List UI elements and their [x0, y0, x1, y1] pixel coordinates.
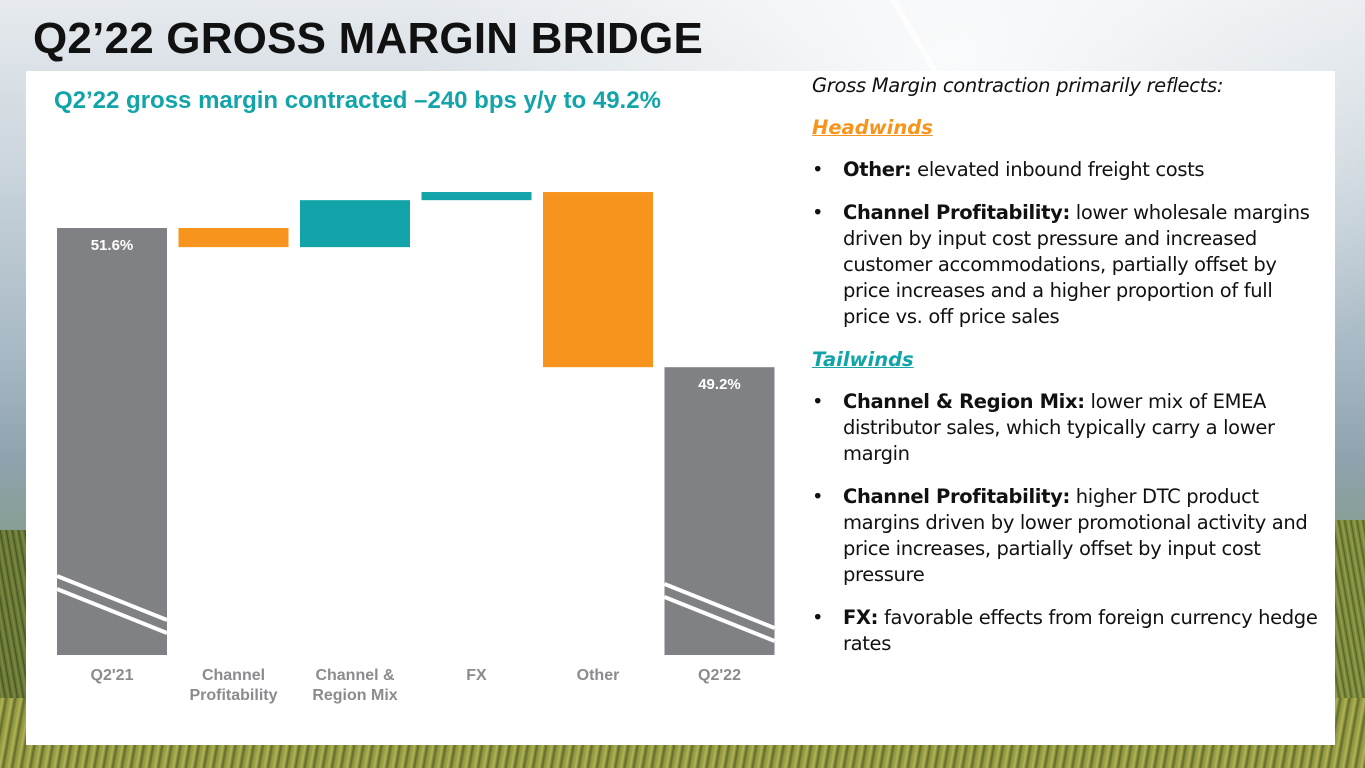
bar-value-label: 49.2%	[698, 376, 741, 393]
headwinds-heading: Headwinds	[812, 116, 933, 139]
bullet-icon: •	[812, 158, 824, 181]
bullet-icon: •	[812, 390, 824, 413]
tailwinds-list: • Channel & Region Mix: lower mix of EME…	[812, 389, 1322, 657]
waterfall-chart: 51.6% Q2'21 Channel Profitability Channel & R…	[56, 192, 776, 704]
bullet-icon: •	[812, 485, 824, 508]
bullet-icon: •	[812, 201, 824, 224]
axis-break-line	[663, 595, 776, 643]
axis-break-line	[56, 574, 168, 622]
commentary: Gross Margin contraction primarily refle…	[812, 73, 1322, 674]
chart-subtitle: Q2’22 gross margin contracted –240 bps y…	[54, 87, 661, 114]
tailwind-item-text: lower mix of EMEA distributor sales, whi…	[843, 390, 1275, 465]
bar-total-q2-21	[57, 228, 167, 655]
bullet-icon: •	[812, 606, 824, 629]
category-label: Q2'22	[698, 667, 741, 684]
headwind-item-label: Other:	[843, 158, 912, 181]
commentary-intro: Gross Margin contraction primarily refle…	[812, 74, 1224, 97]
category-label: Channel	[202, 667, 265, 684]
tailwinds-heading: Tailwinds	[812, 348, 914, 371]
content-panel: 51.6% Q2'21 Channel Profitability Channel & R…	[26, 71, 1335, 745]
tailwind-item-text: higher DTC product margins driven by low…	[843, 485, 1308, 586]
tailwind-item-channel-profitability: • Channel Profitability: higher DTC prod…	[812, 484, 1322, 588]
bar-total-q2-22	[664, 367, 775, 655]
category-label: FX	[466, 667, 487, 684]
tailwind-item-channel-region-mix: • Channel & Region Mix: lower mix of EME…	[812, 389, 1322, 467]
headwind-item-text: elevated inbound freight costs	[911, 158, 1205, 181]
headwind-item-label: Channel Profitability:	[843, 201, 1070, 224]
tailwind-item-label: Channel & Region Mix:	[843, 390, 1085, 413]
tailwind-item-text: favorable effects from foreign currency …	[843, 606, 1318, 655]
category-label: Other	[577, 667, 620, 684]
tailwind-item-label: Channel Profitability:	[843, 485, 1070, 508]
category-label: Region Mix	[312, 687, 397, 704]
bar-delta-fx	[421, 192, 532, 201]
background-contrail	[890, 0, 941, 78]
axis-break-line	[56, 587, 168, 635]
bar-value-label: 51.6%	[91, 237, 134, 254]
category-label: Q2'21	[91, 667, 134, 684]
category-label: Channel &	[315, 667, 395, 684]
slide-title: Q2’22 GROSS MARGIN BRIDGE	[33, 14, 704, 63]
axis-break-line	[663, 582, 776, 630]
headwinds-list: • Other: elevated inbound freight costs …	[812, 157, 1322, 330]
tailwind-item-fx: • FX: favorable effects from foreign cur…	[812, 605, 1322, 657]
headwind-item-other: • Other: elevated inbound freight costs	[812, 157, 1322, 183]
category-label: Profitability	[189, 687, 277, 704]
headwind-item-text: lower wholesale margins driven by input …	[843, 201, 1310, 328]
bar-delta-channel-region-mix	[300, 200, 410, 248]
bar-delta-channel-profitability	[178, 228, 289, 248]
bar-delta-other	[543, 192, 653, 368]
tailwind-item-label: FX:	[843, 606, 879, 629]
headwind-item-channel-profitability: • Channel Profitability: lower wholesale…	[812, 200, 1322, 330]
